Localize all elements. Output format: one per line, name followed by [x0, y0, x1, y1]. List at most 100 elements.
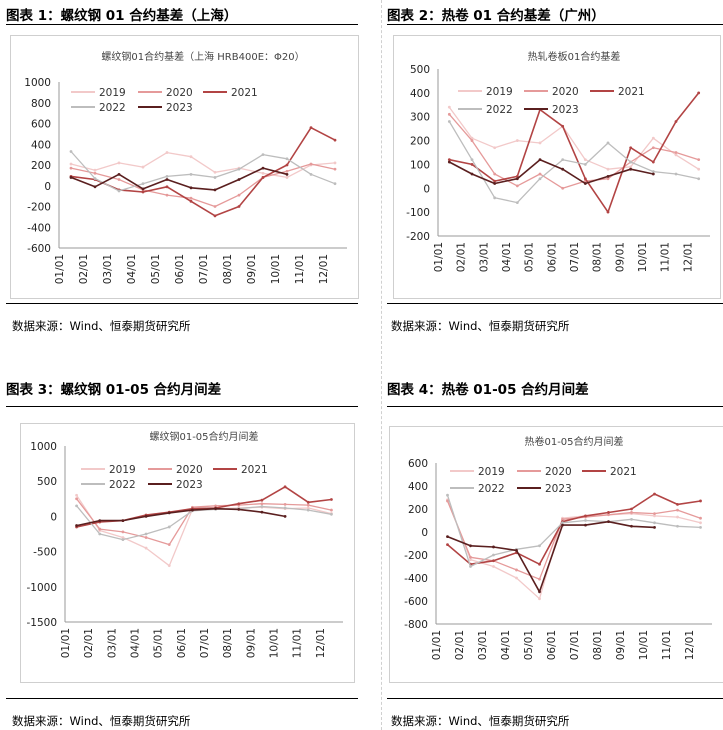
data-point-2020	[538, 172, 542, 176]
series-line-2020	[448, 113, 699, 189]
y-tick-label: 200	[410, 136, 430, 148]
x-tick-label: 11/01	[660, 242, 672, 272]
data-point-2019	[629, 165, 633, 169]
legend-label-2021: 2021	[618, 86, 645, 98]
data-point-2019	[492, 565, 495, 568]
x-tick-label: 07/01	[569, 630, 581, 660]
x-tick-label: 12/01	[315, 628, 327, 658]
data-point-2019	[165, 151, 169, 154]
x-tick-label: 09/01	[614, 242, 626, 272]
panel-3: 图表 3：螺纹钢 01-05 合约月间差 螺纹钢01-05合约月间差 -1500 -…	[0, 365, 361, 730]
data-point-2022	[167, 525, 171, 529]
y-tick-label: 600	[408, 458, 428, 470]
data-point-2019	[285, 176, 289, 179]
x-tick-label: 11/01	[294, 254, 306, 284]
data-point-2023	[653, 526, 656, 529]
panel-1: 图表 1：螺纹钢 01 合约基差（上海） 螺纹钢01合约基差（上海 HRB400…	[0, 0, 361, 365]
data-point-2023	[606, 174, 610, 178]
chart-title: 螺纹钢01合约基差（上海 HRB400E：Φ20）	[101, 50, 304, 63]
data-point-2021	[260, 498, 264, 502]
y-tick-label: 400	[410, 88, 430, 100]
data-point-2023	[584, 523, 587, 527]
x-tick-label: 04/01	[501, 242, 513, 272]
data-point-2019	[167, 564, 171, 568]
data-point-2023	[214, 507, 217, 511]
data-point-2020	[98, 527, 102, 531]
x-tick-label: 10/01	[270, 254, 282, 284]
x-tick-label: 02/01	[456, 242, 468, 272]
data-point-2023	[93, 185, 97, 189]
y-tick-label: -400	[404, 573, 428, 585]
data-point-2022	[121, 538, 125, 542]
legend-label-2022: 2022	[478, 483, 505, 495]
data-point-2022	[538, 544, 541, 548]
data-point-2020	[515, 568, 518, 572]
data-point-2022	[189, 172, 193, 176]
data-point-2020	[653, 512, 656, 515]
data-point-2020	[283, 503, 287, 506]
x-tick-label: 12/01	[684, 630, 696, 660]
legend-label-2020: 2020	[166, 87, 193, 99]
data-point-2022	[470, 158, 474, 162]
data-point-2023	[189, 186, 193, 190]
data-point-2023	[261, 166, 265, 170]
data-point-2019	[117, 161, 121, 165]
y-tick-label: -500	[33, 547, 57, 559]
data-point-2020	[189, 196, 193, 200]
panel-4: 图表 4：热卷 01-05 合约月间差 热卷01-05合约月间差 -800 -600…	[381, 365, 723, 730]
data-point-2019	[75, 493, 78, 497]
y-tick-label: 600	[31, 119, 51, 131]
x-tick-label: 09/01	[246, 254, 258, 284]
x-tick-label: 09/01	[615, 630, 627, 660]
data-point-2022	[651, 170, 655, 173]
data-point-2019	[515, 139, 519, 142]
x-tick-label: 06/01	[174, 254, 186, 284]
data-point-2020	[330, 508, 333, 512]
x-tick-label: 01/01	[433, 242, 445, 272]
title-rule	[387, 406, 723, 407]
data-point-2022	[492, 553, 495, 557]
data-point-2023	[538, 158, 542, 162]
y-tick-label: 200	[31, 160, 51, 172]
chart-frame: 热轧卷板01合约基差 -200 -100 0 100 200 300 400 500 01/01 0…	[393, 35, 721, 299]
data-point-2019	[515, 576, 518, 580]
x-tick-label: 04/01	[130, 628, 142, 658]
x-tick-label: 01/01	[431, 630, 443, 660]
x-tick-label: 02/01	[83, 628, 95, 658]
x-tick-label: 06/01	[546, 242, 558, 272]
data-point-2020	[309, 162, 313, 166]
data-point-2023	[98, 519, 102, 523]
series-line-2023	[76, 507, 286, 527]
data-point-2019	[69, 162, 73, 166]
data-point-2020	[607, 513, 610, 517]
series-line-2023	[448, 158, 654, 185]
y-tick-label: 1000	[24, 77, 51, 89]
x-tick-label: 10/01	[638, 630, 650, 660]
data-point-2019	[306, 506, 310, 510]
hrc-spread-chart: 热卷01-05合约月间差 -800 -600 -400 -200 0 200 400 600 01…	[404, 435, 712, 660]
x-tick-label: 05/01	[153, 628, 165, 658]
legend-label-2021: 2021	[231, 87, 258, 99]
data-point-2019	[144, 546, 148, 550]
x-tick-label: 04/01	[126, 254, 138, 284]
data-point-2021	[165, 185, 169, 189]
data-point-2023	[469, 544, 472, 548]
data-point-2021	[470, 163, 474, 166]
x-tick-label: 02/01	[454, 630, 466, 660]
data-point-2021	[447, 158, 451, 162]
data-point-2019	[699, 521, 702, 525]
y-tick-label: 500	[37, 476, 57, 488]
data-point-2023	[538, 590, 541, 594]
data-point-2022	[561, 158, 565, 162]
chart-frame: 热卷01-05合约月间差 -800 -600 -400 -200 0 200 400 600 01…	[389, 426, 723, 683]
title-rule	[6, 406, 358, 407]
data-point-2022	[561, 521, 564, 525]
data-point-2019	[493, 146, 497, 150]
data-point-2022	[446, 493, 449, 497]
data-point-2023	[117, 172, 121, 176]
data-point-2023	[213, 188, 217, 192]
chart-frame: 螺纹钢01-05合约月间差 -1500 -1000 -500 0 500 1000 01/01…	[20, 423, 355, 683]
data-point-2019	[583, 158, 587, 162]
data-point-2022	[653, 521, 656, 525]
y-tick-label: 100	[410, 159, 430, 171]
